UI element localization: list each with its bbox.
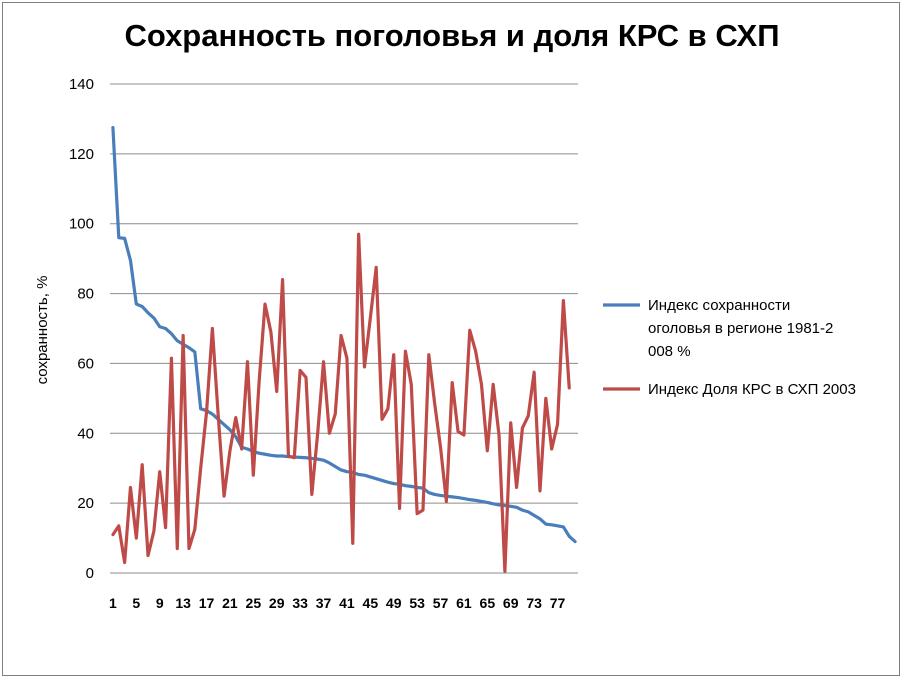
x-tick-label: 5: [132, 595, 140, 611]
x-tick-label: 41: [339, 595, 355, 611]
x-tick-label: 53: [409, 595, 425, 611]
y-tick-label: 100: [69, 216, 94, 233]
legend-label-1: Индекс сохранности оголовья в регионе 19…: [648, 297, 833, 360]
y-tick-label: 20: [77, 495, 94, 512]
chart-title: Сохранность поголовья и доля КРС в СХП: [124, 18, 780, 53]
x-tick-label: 49: [386, 595, 402, 611]
y-axis-label: сохранность, %: [34, 276, 51, 385]
y-tick-label: 60: [77, 355, 94, 372]
x-tick-label: 1: [109, 595, 117, 611]
series-lines: [111, 126, 577, 573]
x-tick-labels: 1 5 9 13 17 21 25 29 33 37 41 45 49 53 57 61 65 69 73 77: [109, 595, 565, 611]
y-tick-label: 40: [77, 425, 94, 442]
x-tick-label: 69: [503, 595, 519, 611]
y-tick-labels: 0 20 40 60 80 100 120 140: [69, 76, 94, 582]
x-tick-label: 37: [316, 595, 332, 611]
series-line-1: [111, 126, 577, 544]
x-tick-label: 9: [156, 595, 164, 611]
x-tick-label: 61: [456, 595, 472, 611]
y-tick-label: 80: [77, 286, 94, 303]
x-tick-label: 65: [480, 595, 496, 611]
x-tick-label: 21: [222, 595, 238, 611]
x-tick-label: 33: [292, 595, 308, 611]
y-tick-label: 120: [69, 146, 94, 163]
x-tick-label: 17: [199, 595, 215, 611]
x-tick-label: 29: [269, 595, 285, 611]
legend-label-2: Индекс Доля КРС в СХП 2003: [648, 381, 856, 398]
x-tick-label: 73: [526, 595, 542, 611]
legend: Индекс сохранности оголовья в регионе 19…: [603, 297, 856, 398]
series-line-2: [111, 232, 571, 573]
x-tick-label: 45: [363, 595, 379, 611]
x-tick-label: 57: [433, 595, 449, 611]
y-tick-label: 140: [69, 76, 94, 93]
y-tick-label: 0: [86, 565, 94, 582]
x-tick-label: 77: [550, 595, 566, 611]
x-tick-label: 13: [175, 595, 191, 611]
x-tick-label: 25: [246, 595, 262, 611]
